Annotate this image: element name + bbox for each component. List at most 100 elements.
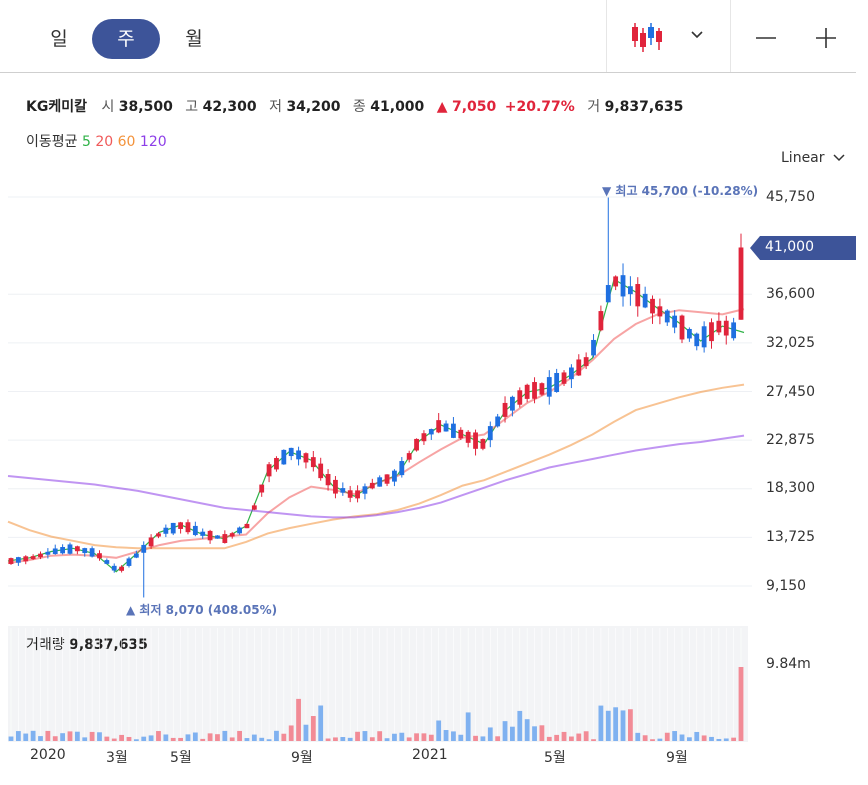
moving-average-label: 이동평균 (26, 134, 78, 150)
price-axis-label: 9,150 (766, 578, 807, 594)
candle-body (148, 537, 154, 547)
zoom-in-button[interactable] (808, 22, 844, 54)
candle-body (104, 560, 110, 564)
candle-body (303, 453, 309, 463)
low-label: 저 (269, 99, 282, 115)
candle-body (281, 449, 287, 465)
candle-body (524, 384, 530, 399)
candle-body (82, 548, 88, 554)
candle-body (731, 322, 737, 339)
candle-body (613, 276, 619, 287)
zoom-out-button[interactable] (748, 22, 784, 54)
chevron-down-icon (833, 154, 845, 162)
candle-body (539, 383, 545, 395)
candle-body (598, 311, 604, 331)
candle-body (554, 372, 560, 393)
candle-body (627, 286, 633, 295)
toolbar-divider (606, 0, 607, 72)
candle-body (52, 548, 58, 555)
price-axis-label: 45,750 (766, 189, 815, 205)
candle-body (89, 548, 95, 557)
candle-body (620, 275, 626, 297)
close-label: 종 (352, 99, 366, 115)
open-label: 시 (101, 99, 115, 115)
chevron-down-icon (691, 31, 703, 39)
candle-body (185, 522, 191, 533)
period-tab-month[interactable]: 월 (185, 28, 203, 50)
candle-body (259, 484, 265, 493)
candle-body (170, 522, 176, 534)
candle-body (473, 432, 478, 449)
candle-body (510, 396, 515, 411)
candle-body (237, 527, 242, 534)
candle-body (362, 486, 368, 494)
candle-body (119, 566, 125, 571)
scale-mode-dropdown[interactable]: Linear (781, 150, 845, 166)
candle-body (355, 490, 360, 499)
candle-body (723, 320, 729, 336)
change-percent: +20.77% (504, 99, 575, 115)
candle-body (561, 372, 567, 384)
low-value: 34,200 (286, 99, 341, 115)
stock-name: KG케미칼 (26, 99, 87, 115)
candle-body (126, 558, 132, 566)
candle-body (163, 527, 169, 534)
ma-60: 60 (117, 134, 136, 150)
low-annotation: ▲ 최저 8,070 (408.05%) (126, 603, 278, 617)
current-price-value: 41,000 (765, 239, 814, 255)
chart-type-dropdown[interactable] (618, 14, 718, 58)
candle-body (207, 530, 213, 541)
ma-120: 120 (139, 134, 167, 150)
time-axis-label: 9월 (666, 750, 688, 766)
candle-body (487, 426, 493, 441)
candle-body (421, 433, 427, 442)
candle-body (74, 546, 80, 552)
candle-body (465, 431, 471, 443)
ma-line-20 (7, 308, 745, 565)
high-value: 42,300 (202, 99, 257, 115)
candle-body (23, 556, 29, 562)
volume-value: 9,837,635 (604, 99, 684, 115)
candle-body (657, 306, 663, 317)
candle-body (428, 429, 434, 435)
candle-body (244, 523, 250, 529)
grid-lines (8, 196, 752, 587)
candle-body (384, 474, 390, 484)
candle-body (200, 531, 206, 536)
candle-body (502, 402, 508, 417)
candle-body (694, 333, 700, 347)
time-axis-label: 2021 (412, 747, 448, 763)
candle-body (229, 533, 235, 537)
candle-body (67, 544, 73, 554)
price-axis-label: 22,875 (766, 432, 815, 448)
candle-body (406, 453, 412, 460)
volume-panel-legend: 거래량 9,837,635 (26, 634, 148, 654)
candle-body (679, 315, 685, 340)
ma-line-60 (7, 383, 745, 550)
close-value: 41,000 (370, 99, 425, 115)
candle-body (111, 565, 117, 571)
candle-body (45, 551, 51, 555)
current-price-tag (750, 236, 856, 260)
candle-body (251, 505, 257, 510)
plus-icon (816, 28, 836, 48)
candle-body (333, 479, 338, 494)
price-axis-label: 18,300 (766, 480, 815, 496)
candle-body (458, 429, 464, 439)
period-tab-week[interactable]: 주 (92, 19, 160, 59)
candle-body (60, 547, 66, 554)
candle-body (192, 525, 198, 536)
candle-body (215, 535, 220, 539)
volume-panel-label: 거래량 (26, 637, 65, 653)
candle-body (650, 298, 655, 314)
time-axis-label: 5월 (544, 750, 566, 766)
moving-average-legend: 이동평균 5 20 60 120 (26, 131, 167, 151)
period-tab-day[interactable]: 일 (50, 28, 68, 50)
candle-body (605, 285, 611, 303)
ma-20: 20 (95, 134, 114, 150)
candle-body (576, 359, 582, 376)
candle-body (347, 490, 353, 498)
candle-body (369, 482, 375, 489)
candle-body (451, 423, 456, 438)
candle-body (546, 377, 552, 397)
